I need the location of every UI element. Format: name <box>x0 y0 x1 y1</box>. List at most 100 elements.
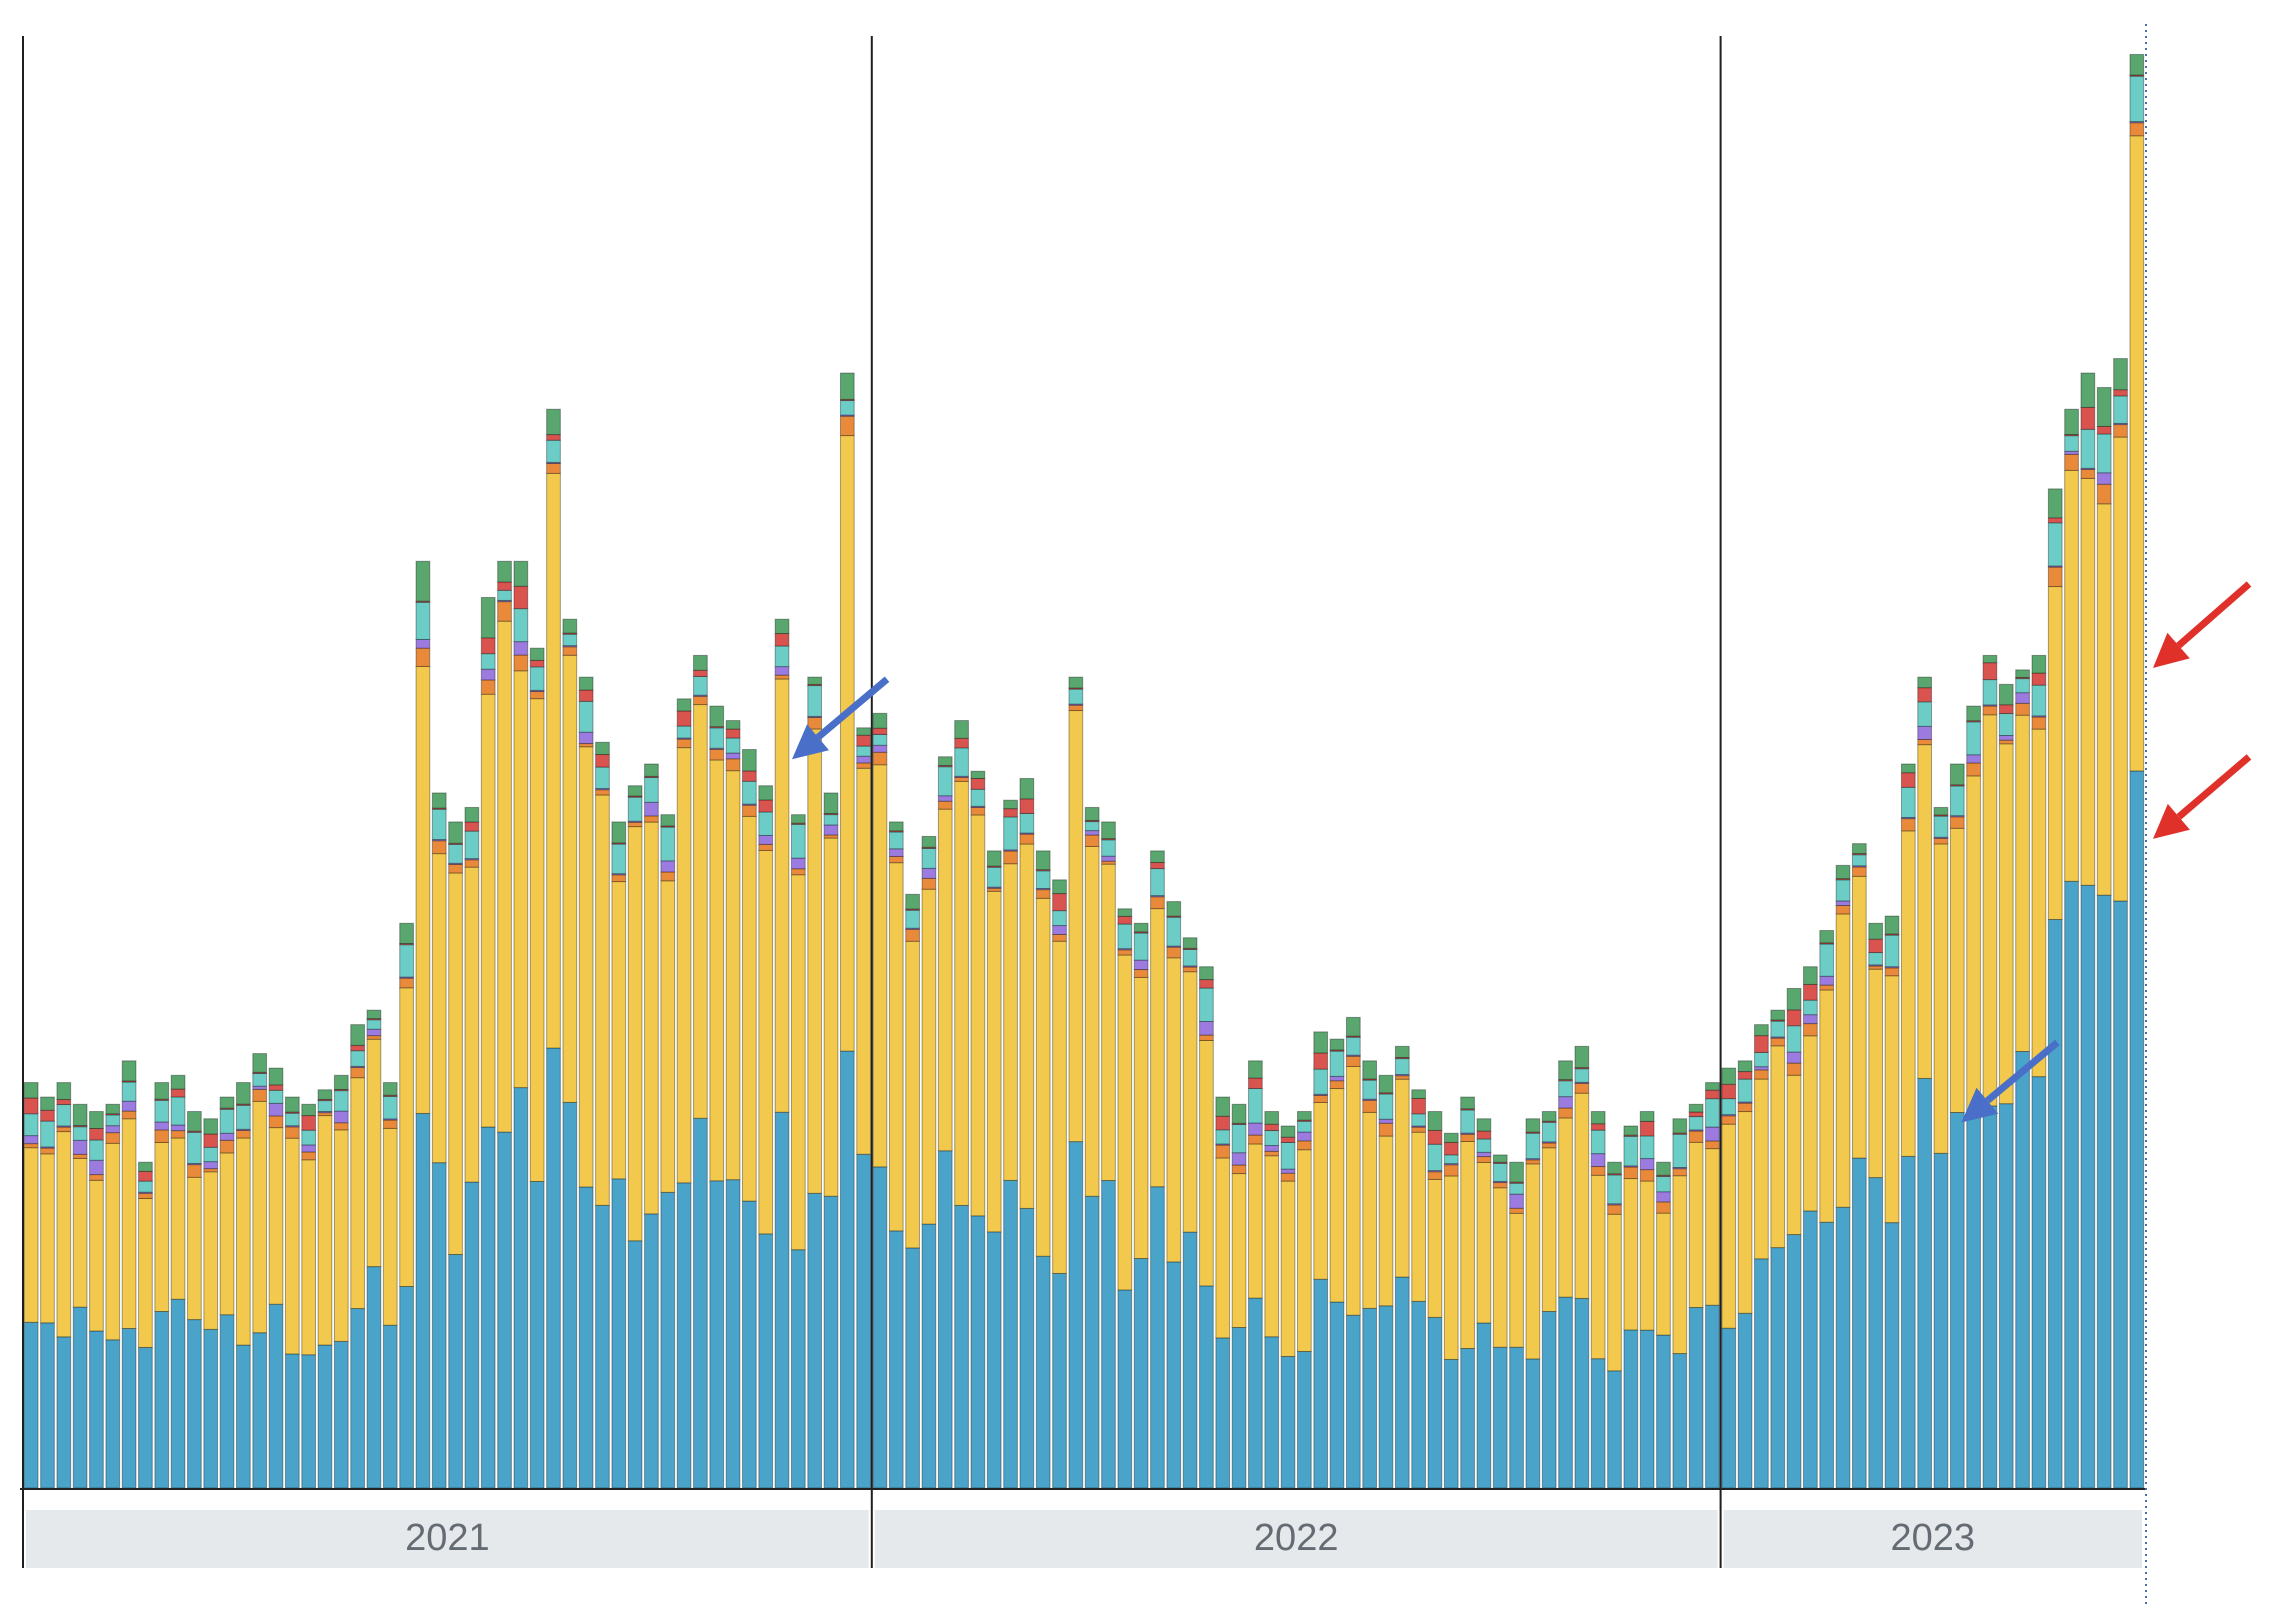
bar-segment <box>693 675 708 696</box>
bar-segment <box>986 1231 1002 1489</box>
bar-segment <box>1672 1133 1688 1169</box>
bar-segment <box>1019 798 1035 814</box>
bar-segment <box>382 1119 398 1129</box>
bar-segment <box>2015 669 2030 678</box>
bar-segment <box>2064 469 2079 882</box>
bar-segment <box>480 679 496 695</box>
bar-segment <box>693 669 708 677</box>
bar-segment <box>1297 1131 1312 1142</box>
bar-segment <box>1819 975 1835 986</box>
bar-segment <box>170 1124 186 1132</box>
bar-segment <box>1509 1346 1524 1489</box>
bar-segment <box>2129 53 2145 76</box>
bar-segment <box>774 1111 790 1489</box>
bar <box>382 1082 398 1489</box>
bar-segment <box>1248 1060 1263 1079</box>
bar-segment <box>1101 821 1116 840</box>
bar-segment <box>529 659 545 668</box>
bar-segment <box>2015 714 2030 1052</box>
bar-segment <box>595 788 610 791</box>
bar-segment <box>1949 827 1965 1114</box>
bar <box>954 720 969 1489</box>
bar-segment <box>2015 1050 2030 1489</box>
bar-segment <box>888 855 904 864</box>
bar-segment <box>1019 833 1035 845</box>
bar-segment <box>1982 662 1998 681</box>
bar <box>203 1118 219 1489</box>
bar-segment <box>1264 1123 1280 1132</box>
bar-segment <box>1150 868 1165 897</box>
bar-segment <box>823 837 839 1197</box>
bar-segment <box>40 1109 55 1122</box>
year-label: 2023 <box>1891 1517 1976 1559</box>
bar-segment <box>1819 943 1835 977</box>
bar-segment <box>1460 1096 1475 1110</box>
bar-segment <box>2031 684 2047 717</box>
bar-segment <box>562 654 578 1103</box>
bar-segment <box>1378 1092 1394 1095</box>
bar-segment <box>1166 946 1182 959</box>
bar <box>1835 864 1851 1489</box>
bar-segment <box>1721 1067 1737 1085</box>
bar-segment <box>350 1044 365 1052</box>
bar-segment <box>660 860 676 873</box>
annotation-arrow <box>1961 1039 2060 1123</box>
bar <box>1427 1111 1443 1489</box>
bar-segment <box>1003 849 1018 852</box>
bar-segment <box>1590 1153 1606 1168</box>
bar-segment <box>1248 1087 1263 1124</box>
bar <box>1362 1060 1378 1489</box>
bar-segment <box>1590 1111 1606 1125</box>
bar-segment <box>742 815 757 1202</box>
bar-segment <box>562 645 578 648</box>
bar-segment <box>1933 843 1949 1154</box>
bar-segment <box>1329 1080 1345 1090</box>
bar-segment <box>725 1179 741 1489</box>
bar-segment <box>823 792 839 814</box>
bar-segment <box>676 698 692 712</box>
bar <box>219 1096 235 1489</box>
bar-segment <box>40 1147 55 1155</box>
bar-segment <box>1835 864 1851 880</box>
bar-segment <box>448 843 463 864</box>
bar-segment <box>1117 908 1133 917</box>
bar <box>2031 654 2047 1489</box>
bar-segment <box>252 1088 268 1102</box>
bar-segment <box>40 1146 55 1149</box>
bar-segment <box>921 835 937 848</box>
bar-segment <box>203 1171 219 1330</box>
bar-segment <box>1492 1346 1508 1489</box>
bar <box>1639 1111 1655 1489</box>
bar-segment <box>1411 1097 1426 1115</box>
bar-segment <box>921 847 937 869</box>
bar-segment <box>1231 1152 1247 1166</box>
bar-segment <box>1084 1195 1100 1489</box>
bar <box>1933 806 1949 1489</box>
bar-segment <box>790 868 806 876</box>
bar-segment <box>1378 1093 1394 1120</box>
bar-segment <box>72 1139 88 1155</box>
bar-segment <box>1966 1113 1981 1489</box>
bar-segment <box>1460 1109 1475 1134</box>
bar-segment <box>644 777 659 803</box>
bar-segment <box>1525 1132 1541 1160</box>
bar-segment <box>1313 1031 1329 1054</box>
x-axis: 2021 2022 2023 <box>20 1488 2145 1568</box>
bar-segment <box>856 745 871 757</box>
bar-segment <box>774 645 790 668</box>
bar-segment <box>611 874 627 883</box>
bar-segment <box>1721 1083 1737 1100</box>
bar <box>839 372 855 1489</box>
bar <box>1460 1096 1475 1489</box>
bar-segment <box>1672 1118 1688 1134</box>
bar-segment <box>1215 1115 1231 1131</box>
bar <box>1737 1060 1753 1489</box>
bar-segment <box>1019 812 1035 834</box>
bar <box>1492 1154 1508 1489</box>
bar-segment <box>807 1192 823 1489</box>
bar-segment <box>2080 477 2096 886</box>
bar-segment <box>480 637 496 655</box>
year-band <box>874 1510 1718 1568</box>
bar-segment <box>1623 1125 1639 1136</box>
bar-segment <box>742 1200 757 1489</box>
